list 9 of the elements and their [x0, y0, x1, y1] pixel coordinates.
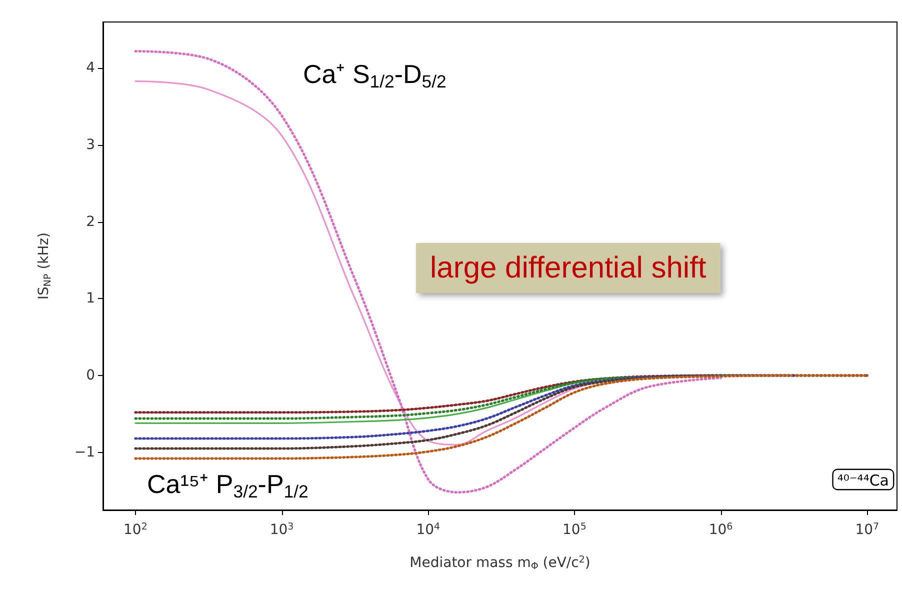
y-tick-label: −1	[74, 444, 95, 460]
annotation: large differential shift	[430, 252, 707, 284]
annotation: ⁴⁰⁻⁴⁴Ca	[837, 472, 889, 490]
y-tick-label: 3	[86, 136, 95, 153]
y-tick-label: 4	[86, 60, 96, 76]
y-axis-title: ISNP (kHz)	[36, 232, 54, 300]
y-tick-label: 1	[86, 290, 95, 307]
y-tick-label: 0	[86, 368, 95, 384]
y-tick-label: 2	[86, 214, 95, 230]
